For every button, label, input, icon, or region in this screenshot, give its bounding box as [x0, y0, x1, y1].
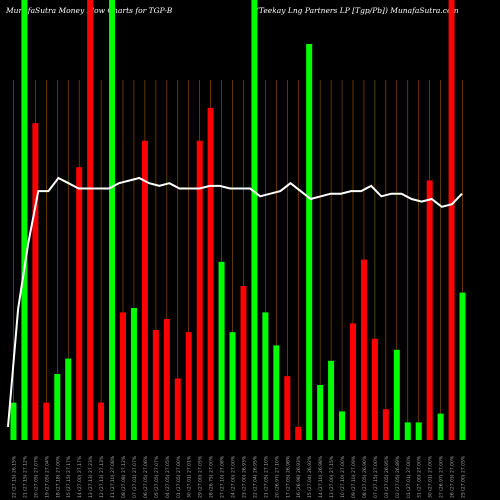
x-tick-label: 16 (26.98) 26.93%: [296, 455, 302, 498]
x-tick-label: 08 (27.05) 26.90%: [362, 455, 368, 498]
x-tick-label: 01 (27.01) 27.00%: [406, 455, 412, 498]
x-tick-label: 04 (27.05) 27.05%: [165, 455, 171, 498]
money-flow-bar: [229, 332, 236, 440]
x-tick-label: 15 (27.04) 26.92%: [307, 455, 313, 498]
x-tick-label: 10 (27.10) 27.00%: [340, 455, 346, 498]
x-tick-label: 30 (27.01) 27.01%: [187, 455, 193, 498]
x-tick-label: 08 (27.08) 27.12%: [121, 455, 127, 498]
x-tick-label: 14 (27.00) 27.17%: [77, 455, 83, 498]
x-tick-label: 27 (26.97) 27.00%: [439, 455, 445, 498]
chart-subtitle: (Teekay Lng Partners LP [Tgp/Pb]) Munafa…: [256, 6, 459, 15]
money-flow-bar: [459, 292, 466, 440]
x-tick-label: 26 (27.03) 27.00%: [450, 455, 456, 498]
x-tick-label: 19 (27.05) 27.04%: [44, 455, 50, 498]
money-flow-bar: [54, 374, 61, 440]
x-tick-label: 06 (27.05) 27.06%: [143, 455, 149, 498]
money-flow-bar: [152, 330, 159, 440]
money-flow-bar: [339, 411, 346, 440]
x-tick-label: 11 (27.10) 27.08%: [110, 455, 116, 498]
x-tick-label: 17 (27.05) 26.98%: [285, 455, 291, 498]
price-line: [7, 176, 463, 427]
money-flow-bar: [284, 376, 291, 440]
x-tick-label: 23 (27.00) 26.93%: [241, 455, 247, 498]
money-flow-bar: [163, 319, 170, 440]
x-tick-label: 24 (27.00) 27.00%: [231, 455, 237, 498]
money-flow-bar: [262, 312, 269, 440]
x-tick-label: 13 (27.00) 27.15%: [329, 455, 335, 498]
money-flow-bar: [120, 312, 126, 440]
money-flow-bar: [437, 413, 444, 440]
x-tick-label: 01 (27.05) 27.00%: [176, 455, 182, 498]
x-tick-label: 05 (27.05) 27.07%: [154, 455, 160, 498]
money-flow-bar: [196, 140, 203, 441]
x-tick-label: 22 (27.04) 26.95%: [252, 455, 258, 498]
money-flow-bar: [10, 402, 17, 440]
money-flow-bar: [317, 385, 324, 440]
x-tick-label: 09 (27.10) 27.09%: [351, 455, 357, 498]
money-flow-bar: [251, 0, 258, 440]
x-tick-label: 14 (27.10) 26.98%: [318, 455, 324, 498]
money-flow-bar: [185, 332, 192, 440]
money-flow-bar: [306, 44, 313, 440]
money-flow-bar: [87, 0, 94, 440]
x-tick-label: 20 (26.97) 27.10%: [274, 455, 280, 498]
x-tick-label: 18 (27.18) 27.00%: [55, 455, 61, 498]
money-flow-bar: [360, 259, 367, 440]
money-flow-bar: [415, 422, 422, 440]
x-tick-label: 27 (27.10) 27.08%: [220, 455, 226, 498]
money-flow-bar: [404, 422, 411, 440]
money-flow-bar: [141, 140, 148, 441]
money-flow-bar: [130, 308, 137, 440]
x-tick-label: 21 (27.15) 27.12%: [22, 455, 28, 498]
x-tick-label: 29 (27.00) 27.05%: [198, 455, 204, 498]
x-tick-label: 07 (27.01) 27.07%: [132, 455, 138, 498]
money-flow-bar: [21, 0, 28, 440]
money-flow-bar: [43, 402, 50, 440]
x-tick-label: 28 (26.75) 27.00%: [209, 455, 215, 498]
x-tick-label: 13 (27.13) 27.23%: [88, 455, 94, 498]
money-flow-bar: [393, 349, 400, 440]
x-tick-label: 22 (27.15) 26.15%: [11, 455, 17, 498]
money-flow-bar: [295, 426, 302, 440]
x-tick-label: 07 (27.15) 27.00%: [373, 455, 379, 498]
x-tick-label: 15 (27.15) 27.17%: [66, 455, 72, 498]
money-flow-bar: [109, 0, 116, 440]
money-flow-bar: [426, 180, 433, 440]
x-tick-label: 12 (27.13) 27.13%: [99, 455, 105, 498]
money-flow-bar: [240, 286, 247, 440]
x-tick-label: 25 (27.00) 27.05%: [461, 455, 467, 498]
x-tick-label: 20 (27.05) 27.07%: [33, 455, 39, 498]
money-flow-bar: [382, 409, 389, 440]
money-flow-bar: [371, 338, 378, 440]
x-tick-label: 02 (27.05) 26.89%: [395, 455, 401, 498]
money-flow-bar: [65, 358, 72, 440]
money-flow-bar: [448, 0, 455, 440]
money-flow-bar: [350, 323, 356, 440]
x-tick-label: 03 (27.05) 26.95%: [384, 455, 390, 498]
money-flow-bar: [174, 378, 181, 440]
x-tick-label: 30 (27.01) 27.00%: [428, 455, 434, 498]
money-flow-bar: [98, 402, 105, 440]
money-flow-bar: [32, 123, 39, 440]
money-flow-bar: [76, 167, 83, 440]
money-flow-bar: [207, 107, 214, 441]
x-tick-labels: 22 (27.15) 26.15% 21 (27.15) 27.12% 20 (27…: [11, 455, 466, 498]
bars: [10, 0, 466, 441]
x-tick-label: 21 (27.05) 27.10%: [263, 455, 269, 498]
money-flow-bar: [328, 360, 335, 440]
money-flow-bar: [273, 345, 280, 440]
x-tick-label: 31 (27.00) 27.00%: [417, 455, 423, 498]
money-flow-bar: [218, 261, 225, 440]
